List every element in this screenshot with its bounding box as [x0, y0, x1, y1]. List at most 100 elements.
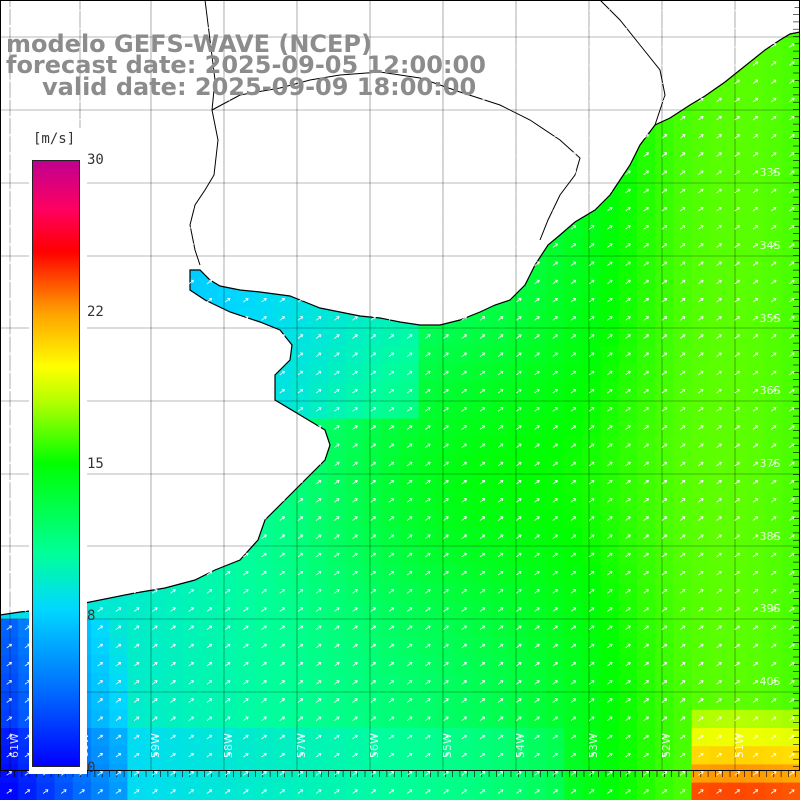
wind-arrow	[315, 479, 322, 485]
wind-arrow	[206, 716, 213, 722]
wind-arrow	[152, 6, 158, 12]
wind-cell	[764, 709, 784, 729]
wind-arrow	[188, 206, 195, 212]
wind-arrow	[552, 789, 559, 794]
wind-arrow	[115, 152, 122, 157]
wind-arrow	[534, 534, 540, 540]
wind-arrow	[461, 607, 468, 612]
wind-cell	[254, 709, 274, 729]
wind-arrow	[133, 589, 140, 594]
wind-arrow	[770, 261, 777, 267]
wind-arrow	[243, 188, 249, 194]
wind-cell	[582, 764, 602, 784]
wind-cell	[582, 455, 602, 474]
wind-cell	[273, 764, 292, 784]
wind-cell	[582, 546, 602, 565]
wind-arrow	[115, 498, 122, 503]
wind-cell	[618, 327, 638, 347]
wind-cell	[527, 436, 547, 456]
wind-arrow	[570, 479, 577, 485]
wind-cell	[728, 436, 747, 456]
wind-arrow	[516, 552, 522, 558]
wind-arrow	[315, 152, 322, 157]
wind-cell	[509, 309, 529, 329]
wind-cell	[764, 691, 784, 711]
wind-arrow	[261, 443, 267, 449]
wind-arrow	[734, 115, 741, 121]
wind-cell	[309, 382, 329, 401]
wind-arrow	[133, 680, 140, 685]
wind-cell	[546, 728, 565, 747]
wind-arrow	[261, 516, 267, 521]
wind-arrow	[261, 352, 267, 358]
wind-arrow	[425, 698, 431, 703]
wind-cell	[637, 382, 656, 401]
wind-arrow	[115, 407, 122, 412]
wind-cell	[273, 582, 292, 602]
wind-arrow	[698, 461, 704, 467]
wind-arrow	[698, 225, 704, 230]
wind-arrow	[388, 297, 395, 303]
wind-arrow	[315, 297, 322, 303]
wind-arrow	[370, 152, 377, 157]
wind-arrow	[152, 115, 158, 121]
wind-arrow	[170, 552, 176, 558]
wind-arrow	[716, 570, 722, 576]
wind-arrow	[243, 152, 249, 157]
wind-arrow	[516, 698, 522, 703]
wind-arrow	[206, 607, 213, 612]
wind-arrow	[461, 498, 468, 503]
wind-cell	[382, 364, 401, 383]
wind-arrow	[425, 206, 431, 212]
wind-arrow	[97, 589, 104, 594]
wind-cell	[637, 637, 656, 656]
wind-arrow	[734, 61, 741, 66]
wind-cell	[746, 673, 765, 693]
wind-arrow	[170, 607, 176, 612]
wind-arrow	[607, 6, 613, 12]
wind-arrow	[752, 498, 759, 503]
wind-cell	[764, 200, 784, 219]
wind-cell	[364, 327, 383, 347]
wind-cell	[655, 728, 674, 747]
wind-arrow	[643, 188, 650, 194]
wind-arrow	[679, 516, 686, 521]
wind-arrow	[588, 643, 595, 649]
wind-arrow	[770, 789, 777, 794]
wind-cell	[345, 546, 365, 565]
wind-arrow	[152, 243, 158, 248]
wind-arrow	[224, 698, 231, 703]
wind-cell	[673, 327, 693, 347]
wind-arrow	[698, 6, 704, 12]
wind-arrow	[661, 716, 668, 722]
wind-arrow	[279, 661, 286, 667]
wind-arrow	[261, 334, 267, 339]
wind-cell	[473, 455, 492, 474]
wind-arrow	[170, 516, 176, 521]
wind-arrow	[734, 425, 741, 430]
wind-arrow	[643, 789, 650, 794]
wind-cell	[637, 273, 656, 292]
wind-arrow	[534, 370, 540, 376]
wind-arrow	[170, 625, 176, 631]
wind-cell	[564, 236, 583, 256]
wind-arrow	[388, 316, 395, 321]
wind-cell	[618, 546, 638, 565]
wind-arrow	[334, 734, 340, 740]
wind-arrow	[552, 680, 559, 685]
wind-arrow	[206, 279, 213, 285]
wind-arrow	[188, 170, 195, 176]
wind-arrow	[206, 425, 213, 430]
wind-arrow	[789, 6, 795, 12]
wind-cell	[564, 709, 583, 729]
wind-arrow	[315, 570, 322, 576]
wind-arrow	[461, 43, 468, 48]
wind-arrow	[588, 771, 595, 776]
wind-arrow	[643, 479, 650, 485]
wind-arrow	[479, 734, 486, 740]
latitude-label: 38S	[760, 530, 781, 543]
wind-arrow	[643, 698, 650, 703]
wind-arrow	[6, 61, 13, 66]
wind-arrow	[334, 498, 340, 503]
wind-arrow	[261, 370, 267, 376]
